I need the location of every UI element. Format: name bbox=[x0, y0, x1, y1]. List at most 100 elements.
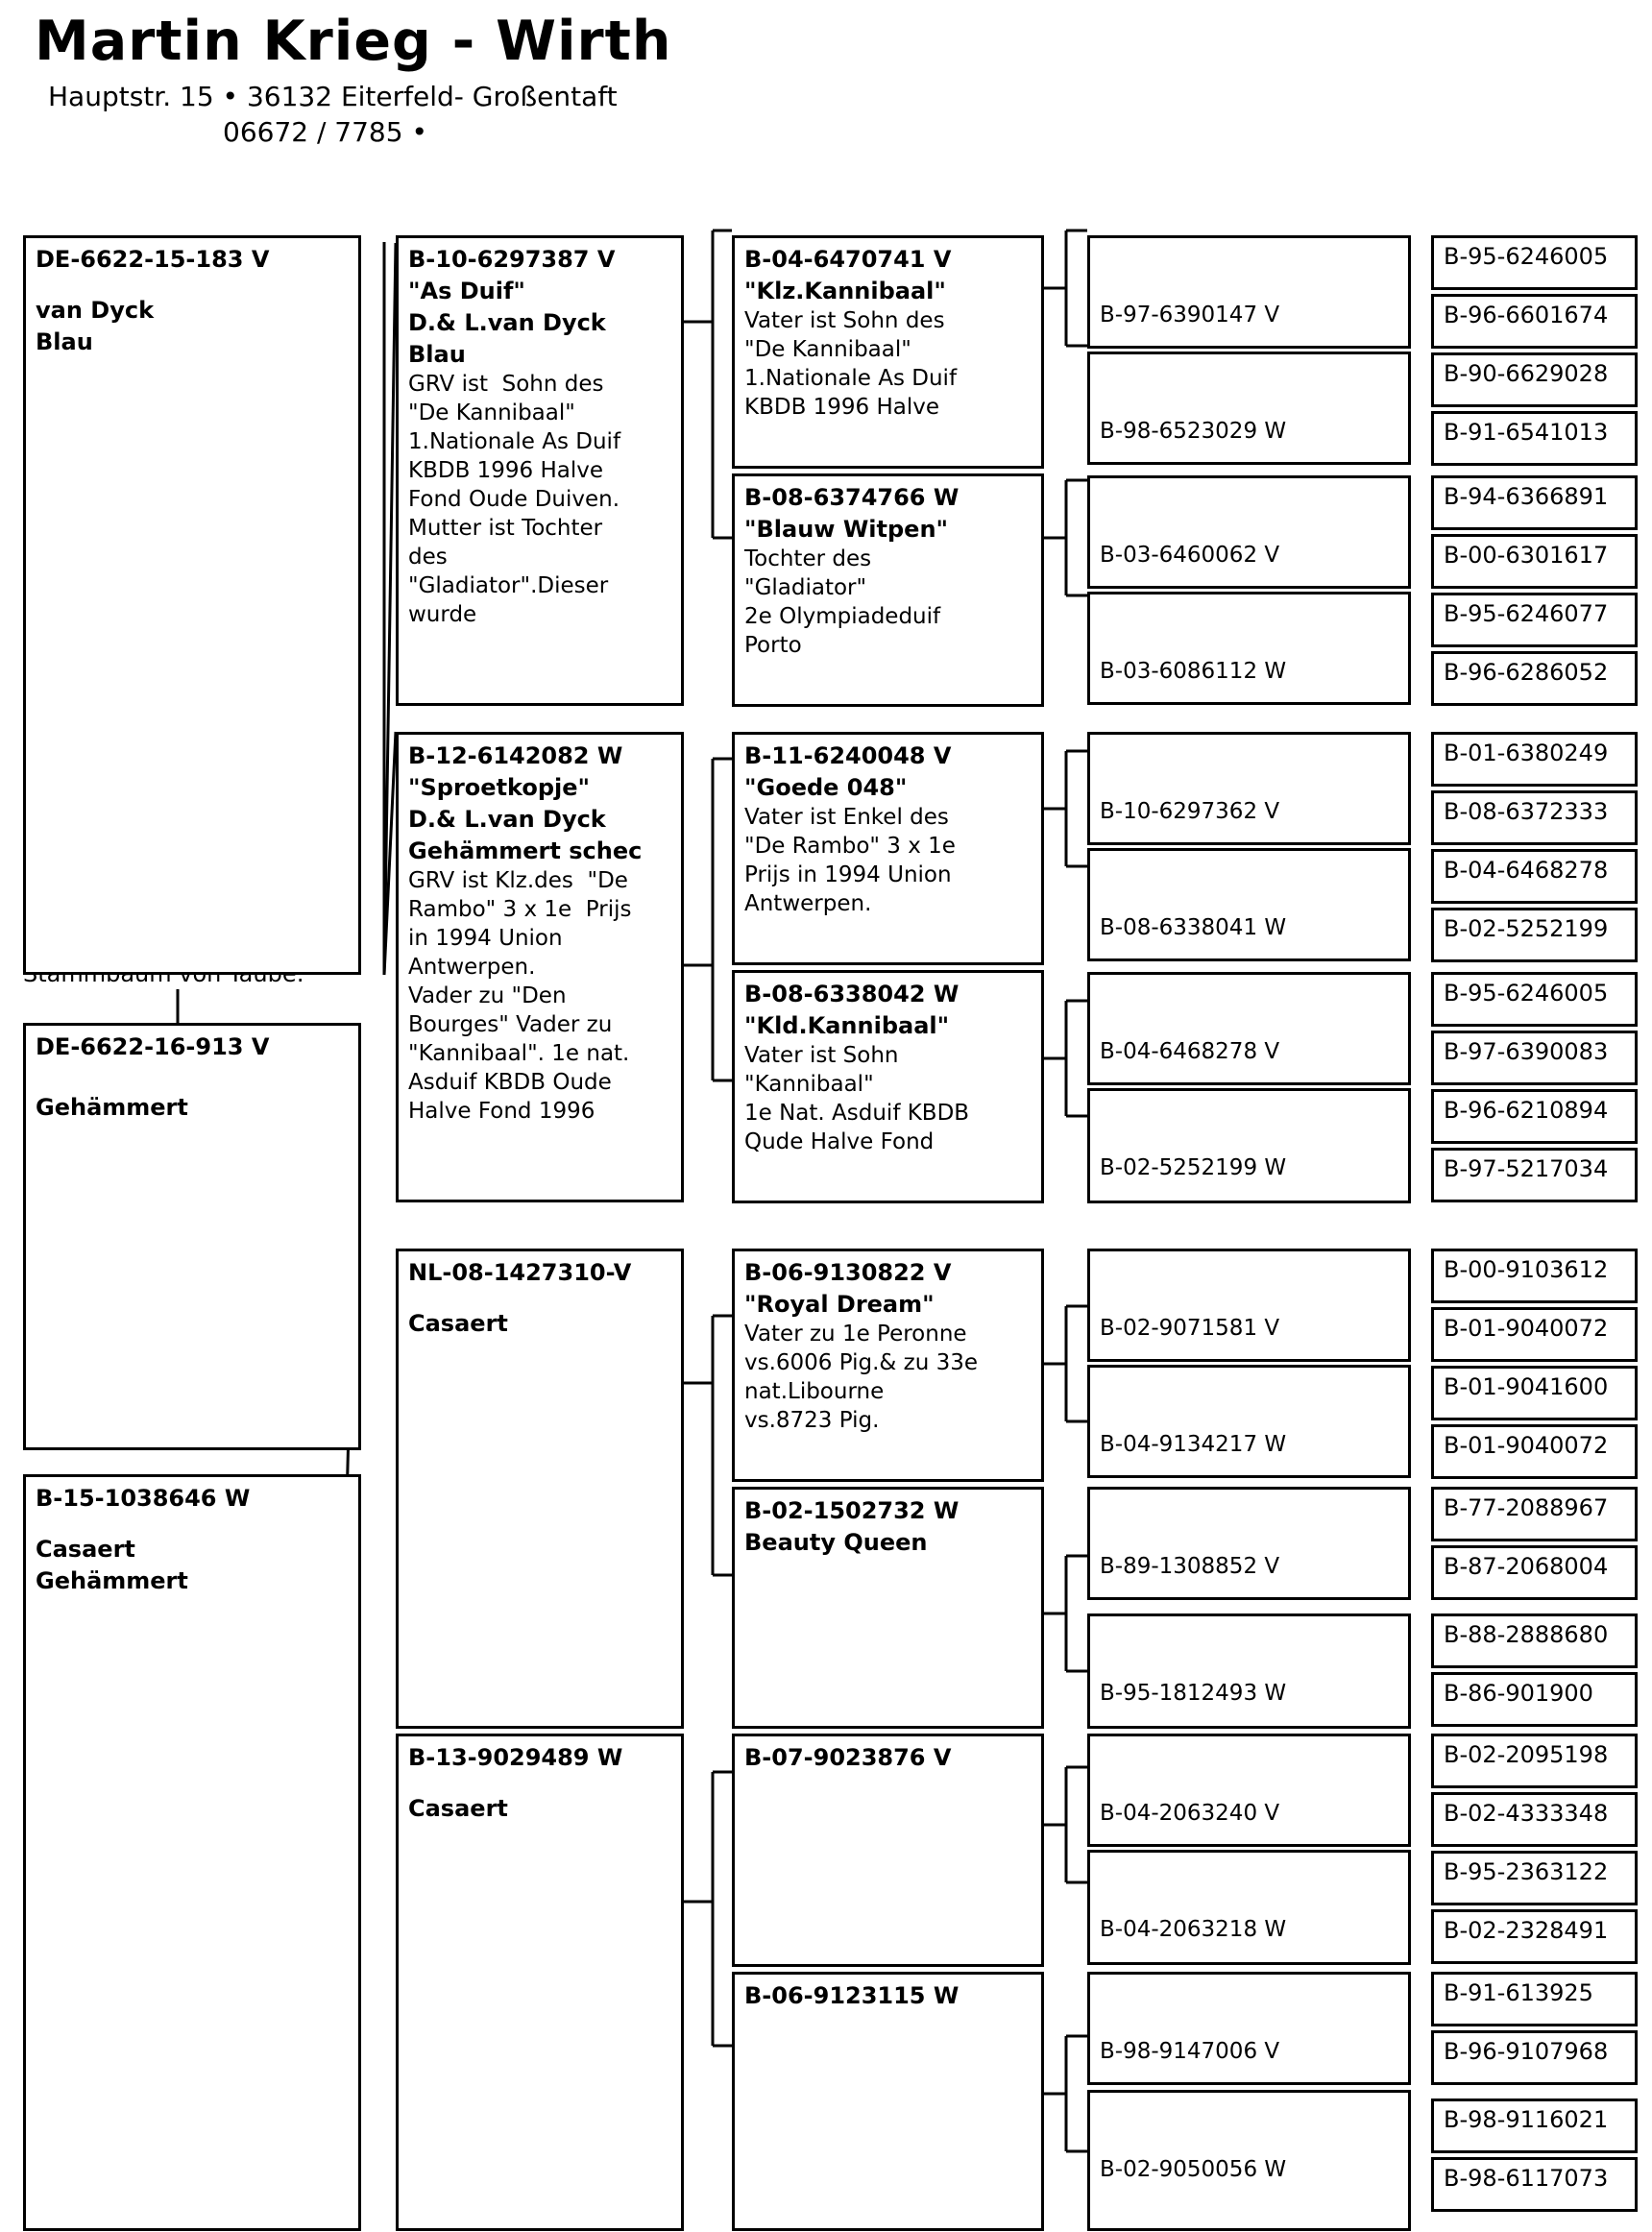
color-label: Blau bbox=[408, 341, 466, 369]
ring-number: B-04-6468278 V bbox=[1100, 1038, 1280, 1064]
ring-number: B-08-6372333 bbox=[1444, 798, 1609, 825]
gen4-box-13[interactable]: B-04-2063240 V bbox=[1087, 1734, 1411, 1847]
gen2-box-3[interactable]: NL-08-1427310-V Casaert bbox=[396, 1249, 684, 1729]
gen5-box-13[interactable]: B-95-6246005 bbox=[1431, 972, 1638, 1027]
gen5-box-7[interactable]: B-95-6246077 bbox=[1431, 593, 1638, 647]
ring-number: B-03-6460062 V bbox=[1100, 542, 1280, 568]
subject-box-mid[interactable]: DE-6622-16-913 V Gehämmert bbox=[23, 1023, 361, 1450]
gen3-box-2[interactable]: B-08-6374766 W "Blauw Witpen" Tochter de… bbox=[732, 473, 1044, 707]
ring-number: B-95-6246077 bbox=[1444, 600, 1609, 627]
gen4-box-1[interactable]: B-97-6390147 V "Zo.Kannibaal" D.& L.van … bbox=[1087, 235, 1411, 349]
gen5-box-29[interactable]: B-91-613925 bbox=[1431, 1972, 1638, 2026]
ring-number: B-95-6246005 bbox=[1444, 980, 1609, 1007]
ring-number: B-12-6142082 W bbox=[408, 742, 623, 769]
gen4-box-6[interactable]: B-08-6338041 W "Kld.Kannibaal" D.& L.van… bbox=[1087, 848, 1411, 961]
gen3-box-7[interactable]: B-07-9023876 V bbox=[732, 1734, 1044, 1967]
gen5-box-26[interactable]: B-02-4333348 bbox=[1431, 1792, 1638, 1847]
gen5-box-30[interactable]: B-96-9107968 bbox=[1431, 2030, 1638, 2085]
pigeon-name: "Royal Dream" bbox=[744, 1291, 935, 1319]
gen3-box-3[interactable]: B-11-6240048 V "Goede 048" Vater ist Enk… bbox=[732, 732, 1044, 965]
gen5-box-19[interactable]: B-01-9041600 bbox=[1431, 1366, 1638, 1420]
ring-number: B-00-6301617 bbox=[1444, 542, 1609, 569]
breeder-name: Gehämmert bbox=[36, 1094, 188, 1122]
gen5-box-5[interactable]: B-94-6366891 bbox=[1431, 475, 1638, 530]
brand-address: Hauptstr. 15 • 36132 Eiterfeld- Großenta… bbox=[48, 80, 618, 112]
gen5-box-27[interactable]: B-95-2363122 bbox=[1431, 1851, 1638, 1905]
gen5-box-25[interactable]: B-02-2095198 bbox=[1431, 1734, 1638, 1788]
gen5-box-4[interactable]: B-91-6541013 bbox=[1431, 411, 1638, 466]
gen5-box-15[interactable]: B-96-6210894 bbox=[1431, 1089, 1638, 1144]
gen5-box-1[interactable]: B-95-6246005 bbox=[1431, 235, 1638, 290]
gen5-box-24[interactable]: B-86-901900 bbox=[1431, 1672, 1638, 1727]
ring-number: B-11-6240048 V bbox=[744, 742, 952, 769]
gen3-box-1[interactable]: B-04-6470741 V "Klz.Kannibaal" Vater ist… bbox=[732, 235, 1044, 469]
gen2-box-1[interactable]: B-10-6297387 V "As Duif" D.& L.van Dyck … bbox=[396, 235, 684, 706]
gen2-box-2[interactable]: B-12-6142082 W "Sproetkopje" D.& L.van D… bbox=[396, 732, 684, 1202]
notes: GRV ist Sohn des "De Kannibaal" 1.Nation… bbox=[408, 372, 621, 627]
breeder-name: D.& L.van Dyck bbox=[408, 806, 606, 834]
color-label: Gehämmert schec bbox=[408, 837, 643, 865]
gen5-box-9[interactable]: B-01-6380249 bbox=[1431, 732, 1638, 787]
gen5-box-18[interactable]: B-01-9040072 bbox=[1431, 1307, 1638, 1362]
pigeon-name: "Blauw Witpen" bbox=[744, 516, 949, 544]
gen5-box-2[interactable]: B-96-6601674 bbox=[1431, 294, 1638, 349]
ring-number: B-86-901900 bbox=[1444, 1680, 1593, 1707]
gen3-box-8[interactable]: B-06-9123115 W bbox=[732, 1972, 1044, 2231]
gen5-box-6[interactable]: B-00-6301617 bbox=[1431, 534, 1638, 589]
gen4-box-4[interactable]: B-03-6086112 W "Sproetkopje" D.& L.van D… bbox=[1087, 592, 1411, 705]
gen3-box-5[interactable]: B-06-9130822 V "Royal Dream" Vater zu 1e… bbox=[732, 1249, 1044, 1482]
gen4-box-15[interactable]: B-98-9147006 V "Gamin" M.& G.Casaert bbox=[1087, 1972, 1411, 2085]
gen5-box-16[interactable]: B-97-5217034 bbox=[1431, 1148, 1638, 1202]
gen4-box-9[interactable]: B-02-9071581 V "Mistral" M.& G.Casaert bbox=[1087, 1249, 1411, 1362]
gen4-box-14[interactable]: B-04-2063218 W bbox=[1087, 1850, 1411, 1965]
ring-number: B-02-2095198 bbox=[1444, 1741, 1609, 1768]
color-label: Gehämmert bbox=[36, 1567, 188, 1595]
ring-number: B-04-2063240 V bbox=[1100, 1800, 1280, 1826]
ring-number: B-08-6338042 W bbox=[744, 981, 960, 1007]
ring-number: B-97-6390147 V bbox=[1100, 302, 1280, 328]
ring-number: B-02-9050056 W bbox=[1100, 2156, 1287, 2182]
ring-number: B-02-5252199 W bbox=[1100, 1154, 1287, 1180]
gen4-box-8[interactable]: B-02-5252199 W "Zuster Aline" Paul Huls bbox=[1087, 1088, 1411, 1203]
ring-number: B-95-6246005 bbox=[1444, 243, 1609, 270]
subject-box-bottom[interactable]: B-15-1038646 W Casaert Gehämmert bbox=[23, 1474, 361, 2231]
ring-number: DE-6622-15-183 V bbox=[36, 246, 270, 273]
notes: Vater zu 1e Peronne vs.6006 Pig.& zu 33e… bbox=[744, 1322, 979, 1433]
gen5-box-22[interactable]: B-87-2068004 bbox=[1431, 1545, 1638, 1600]
breeder-name: Casaert bbox=[36, 1536, 135, 1564]
gen4-box-5[interactable]: B-10-6297362 V "Klz.Rambo" D.& L.van Dyc… bbox=[1087, 732, 1411, 845]
gen4-box-11[interactable]: B-89-1308852 V bbox=[1087, 1487, 1411, 1600]
ring-number: B-97-6390083 bbox=[1444, 1038, 1609, 1065]
gen5-box-31[interactable]: B-98-9116021 bbox=[1431, 2099, 1638, 2153]
gen4-box-2[interactable]: B-98-6523029 W "Do.Zeerover" D.& L.van D… bbox=[1087, 352, 1411, 465]
pigeon-name: "Kld.Kannibaal" bbox=[744, 1012, 950, 1040]
pigeon-name: "As Duif" bbox=[408, 278, 525, 305]
gen4-box-12[interactable]: B-95-1812493 W bbox=[1087, 1613, 1411, 1729]
gen4-box-3[interactable]: B-03-6460062 V "Gladiator" L.& B.Geerinc… bbox=[1087, 475, 1411, 589]
gen3-box-4[interactable]: B-08-6338042 W "Kld.Kannibaal" Vater ist… bbox=[732, 970, 1044, 1203]
gen5-box-23[interactable]: B-88-2888680 bbox=[1431, 1613, 1638, 1668]
gen2-box-4[interactable]: B-13-9029489 W Casaert bbox=[396, 1734, 684, 2231]
gen5-box-12[interactable]: B-02-5252199 bbox=[1431, 908, 1638, 962]
gen5-box-14[interactable]: B-97-6390083 bbox=[1431, 1031, 1638, 1085]
gen5-box-11[interactable]: B-04-6468278 bbox=[1431, 849, 1638, 904]
gen5-box-3[interactable]: B-90-6629028 bbox=[1431, 352, 1638, 407]
ring-number: B-04-6468278 bbox=[1444, 857, 1609, 884]
ring-number: B-90-6629028 bbox=[1444, 360, 1609, 387]
gen4-box-16[interactable]: B-02-9050056 W "Prunelle" M.& G.Casaert bbox=[1087, 2090, 1411, 2231]
gen5-box-28[interactable]: B-02-2328491 bbox=[1431, 1909, 1638, 1964]
notes: GRV ist Klz.des "De Rambo" 3 x 1e Prijs … bbox=[408, 868, 632, 1124]
subject-box-top[interactable]: DE-6622-15-183 V van Dyck Blau bbox=[23, 235, 361, 975]
gen3-box-6[interactable]: B-02-1502732 W Beauty Queen bbox=[732, 1487, 1044, 1729]
gen5-box-17[interactable]: B-00-9103612 bbox=[1431, 1249, 1638, 1303]
ring-number: B-04-2063218 W bbox=[1100, 1916, 1287, 1942]
gen5-box-32[interactable]: B-98-6117073 bbox=[1431, 2157, 1638, 2212]
ring-number: B-95-1812493 W bbox=[1100, 1680, 1287, 1706]
gen4-box-10[interactable]: B-04-9134217 W "Katia" M.& G.Casaert bbox=[1087, 1365, 1411, 1478]
gen5-box-21[interactable]: B-77-2088967 bbox=[1431, 1487, 1638, 1541]
gen4-box-7[interactable]: B-04-6468278 V "Zo.Kannibaal" D.& L.van … bbox=[1087, 972, 1411, 1085]
gen5-box-8[interactable]: B-96-6286052 bbox=[1431, 651, 1638, 706]
ring-number: B-89-1308852 V bbox=[1100, 1553, 1280, 1579]
gen5-box-20[interactable]: B-01-9040072 bbox=[1431, 1424, 1638, 1479]
gen5-box-10[interactable]: B-08-6372333 bbox=[1431, 790, 1638, 845]
